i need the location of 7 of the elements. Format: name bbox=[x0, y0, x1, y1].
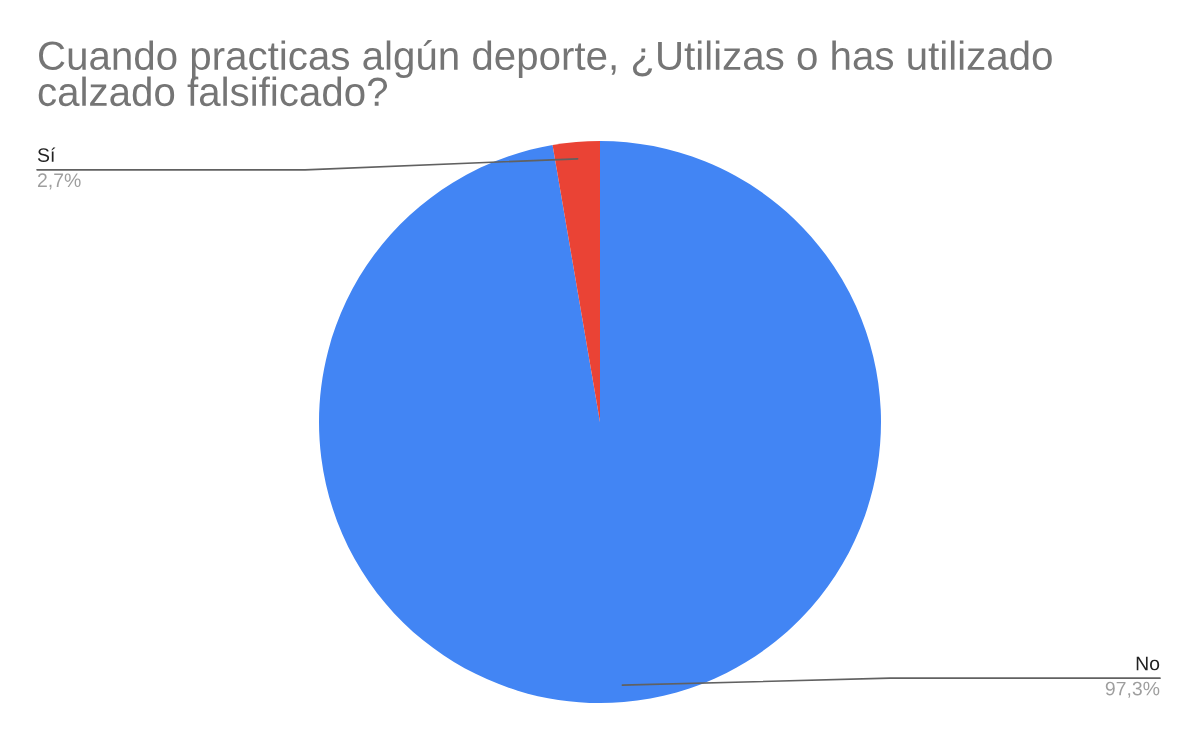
pie-slice bbox=[552, 141, 600, 422]
chart-title: Cuando practicas algún deporte, ¿Utilizas o has utilizado calzado falsificado? bbox=[38, 40, 1052, 107]
slice-label: No bbox=[1136, 656, 1160, 671]
data-label: 2,7% bbox=[37, 173, 81, 190]
pie-slice bbox=[319, 141, 881, 703]
slice-label: Sí bbox=[37, 147, 56, 162]
data-label: 97,3% bbox=[1105, 681, 1160, 698]
